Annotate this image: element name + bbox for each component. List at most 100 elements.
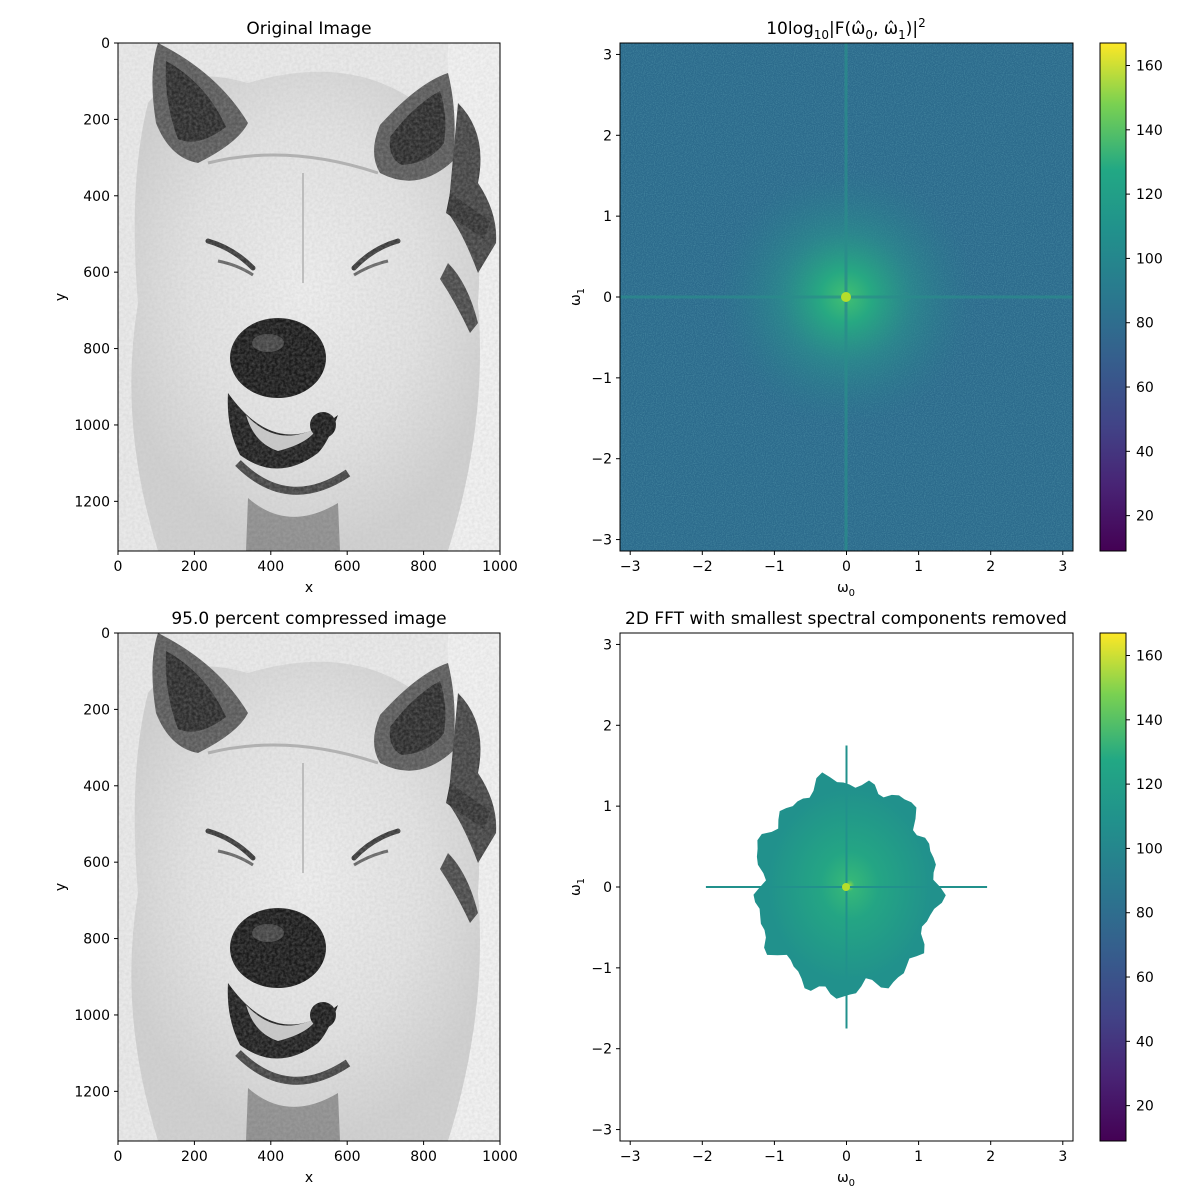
colorbar-tick-label: 40 — [1136, 1034, 1154, 1050]
panel-title: 95.0 percent compressed image — [171, 609, 446, 629]
x-tick-label: −3 — [620, 559, 641, 575]
x-axis-label: ω0 — [837, 580, 855, 599]
x-tick-label: 0 — [114, 1149, 123, 1165]
y-tick-label: 3 — [603, 47, 612, 63]
y-axis-ticks: 0 200 400 600 800 1000 1200 — [74, 36, 118, 510]
colorbar-tick-label: 120 — [1136, 187, 1163, 203]
panel-title: 10log10|F(ω̂0, ω̂1)|2 — [766, 16, 926, 42]
x-tick-label: 3 — [1058, 1149, 1067, 1165]
plot-frame — [117, 632, 501, 1142]
x-tick-label: −2 — [692, 1149, 713, 1165]
panel-spectrum: 10log10|F(ω̂0, ω̂1)|2 −3 −2 −1 0 1 2 3 −3 −2 −1 0… — [568, 16, 1163, 599]
y-tick-label: 0 — [101, 36, 110, 52]
colorbar-ticks: 20 40 60 80 100 120 140 160 — [1126, 59, 1163, 525]
y-tick-label: 600 — [83, 265, 110, 281]
y-tick-label: 800 — [83, 342, 110, 358]
colorbar-tick-label: 100 — [1136, 841, 1163, 857]
dog-image — [118, 43, 500, 551]
x-tick-label: 0 — [842, 559, 851, 575]
colorbar-tick-label: 160 — [1136, 649, 1163, 665]
y-tick-label: 3 — [603, 637, 612, 653]
x-axis-ticks: −3 −2 −1 0 1 2 3 — [620, 1141, 1067, 1165]
y-tick-label: 0 — [603, 290, 612, 306]
y-tick-label: 200 — [83, 112, 110, 128]
x-tick-label: 1000 — [482, 559, 518, 575]
panel-compressed-image: 95.0 percent compressed image 0 200 400 600… — [53, 609, 518, 1186]
y-tick-label: 1200 — [74, 1084, 110, 1100]
colorbar-ticks: 20 40 60 80 100 120 140 160 — [1126, 649, 1163, 1115]
x-tick-label: 200 — [181, 559, 208, 575]
y-axis-ticks: −3 −2 −1 0 1 2 3 — [591, 47, 620, 549]
y-tick-label: 1000 — [74, 418, 110, 434]
x-tick-label: 0 — [842, 1149, 851, 1165]
y-tick-label: 1 — [603, 799, 612, 815]
panel-original-image: Original Image 0 200 400 600 800 1000 0 200 400… — [53, 19, 518, 596]
y-tick-label: 800 — [83, 932, 110, 948]
y-tick-label: 0 — [603, 880, 612, 896]
colorbar-tick-label: 80 — [1136, 316, 1154, 332]
colorbar-gradient — [1099, 42, 1127, 552]
y-tick-label: 2 — [603, 718, 612, 734]
x-tick-label: −2 — [692, 559, 713, 575]
colorbar-tick-label: 20 — [1136, 1099, 1154, 1115]
x-tick-label: 2 — [986, 1149, 995, 1165]
colorbar-tick-label: 20 — [1136, 509, 1154, 525]
x-axis-ticks: 0 200 400 600 800 1000 — [114, 551, 518, 575]
x-tick-label: 0 — [114, 559, 123, 575]
x-tick-label: 400 — [257, 1149, 284, 1165]
x-tick-label: 3 — [1058, 559, 1067, 575]
panel-title: 2D FFT with smallest spectral components… — [625, 609, 1067, 629]
colorbar-tick-label: 160 — [1136, 59, 1163, 75]
panel-title: Original Image — [246, 19, 371, 39]
colorbar-tick-label: 120 — [1136, 777, 1163, 793]
colorbar-tick-label: 60 — [1136, 380, 1154, 396]
y-tick-label: −2 — [591, 452, 612, 468]
x-tick-label: 800 — [410, 1149, 437, 1165]
truncated-spectrum-heatmap — [620, 633, 1073, 1141]
y-tick-label: 400 — [83, 779, 110, 795]
y-tick-label: 400 — [83, 189, 110, 205]
y-tick-label: 0 — [101, 626, 110, 642]
x-axis-ticks: 0 200 400 600 800 1000 — [114, 1141, 518, 1165]
y-tick-label: −2 — [591, 1042, 612, 1058]
y-tick-label: 1000 — [74, 1008, 110, 1024]
x-tick-label: 1 — [914, 559, 923, 575]
x-axis-label: ω0 — [837, 1170, 855, 1189]
spectrum-heatmap — [620, 43, 1073, 551]
panel-truncated-spectrum: 2D FFT with smallest spectral components… — [568, 609, 1163, 1189]
y-axis-label: y — [53, 293, 69, 301]
y-tick-label: 1 — [603, 209, 612, 225]
y-tick-label: −3 — [591, 1123, 612, 1139]
x-tick-label: 400 — [257, 559, 284, 575]
colorbar-tick-label: 140 — [1136, 123, 1163, 139]
x-tick-label: 2 — [986, 559, 995, 575]
colorbar: 20 40 60 80 100 120 140 160 — [1099, 632, 1163, 1142]
y-tick-label: 200 — [83, 702, 110, 718]
y-axis-ticks: 0 200 400 600 800 1000 1200 — [74, 626, 118, 1100]
y-tick-label: 1200 — [74, 494, 110, 510]
y-axis-ticks: −3 −2 −1 0 1 2 3 — [591, 637, 620, 1139]
x-axis-label: x — [305, 1170, 313, 1186]
x-tick-label: 1000 — [482, 1149, 518, 1165]
y-tick-label: −3 — [591, 533, 612, 549]
colorbar-tick-label: 40 — [1136, 444, 1154, 460]
y-axis-label: y — [53, 883, 69, 891]
x-tick-label: −1 — [764, 559, 785, 575]
dog-image — [118, 633, 500, 1141]
x-tick-label: 200 — [181, 1149, 208, 1165]
y-axis-label: ω1 — [568, 288, 587, 306]
colorbar-tick-label: 80 — [1136, 906, 1154, 922]
colorbar: 20 40 60 80 100 120 140 160 — [1099, 42, 1163, 552]
x-tick-label: 600 — [334, 1149, 361, 1165]
x-tick-label: 800 — [410, 559, 437, 575]
y-axis-label: ω1 — [568, 878, 587, 896]
y-tick-label: −1 — [591, 961, 612, 977]
x-axis-ticks: −3 −2 −1 0 1 2 3 — [620, 551, 1067, 575]
colorbar-tick-label: 60 — [1136, 970, 1154, 986]
y-tick-label: 2 — [603, 128, 612, 144]
x-axis-label: x — [305, 580, 313, 596]
x-tick-label: −3 — [620, 1149, 641, 1165]
y-tick-label: 600 — [83, 855, 110, 871]
x-tick-label: 1 — [914, 1149, 923, 1165]
